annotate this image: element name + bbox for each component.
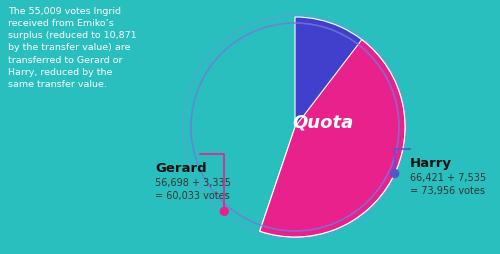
Circle shape — [390, 170, 398, 178]
Text: 56,698 + 3,335
= 60,033 votes: 56,698 + 3,335 = 60,033 votes — [155, 177, 231, 200]
Text: 66,421 + 7,535
= 73,956 votes: 66,421 + 7,535 = 73,956 votes — [410, 172, 486, 195]
Text: Gerard: Gerard — [155, 161, 206, 174]
Text: The 55,009 votes Ingrid
received from Emiko’s
surplus (reduced to 10,871
by the : The 55,009 votes Ingrid received from Em… — [8, 7, 136, 89]
Circle shape — [220, 208, 228, 215]
Text: Quota: Quota — [292, 114, 354, 132]
Wedge shape — [260, 18, 405, 237]
Wedge shape — [260, 40, 405, 237]
Text: Harry: Harry — [410, 156, 452, 169]
